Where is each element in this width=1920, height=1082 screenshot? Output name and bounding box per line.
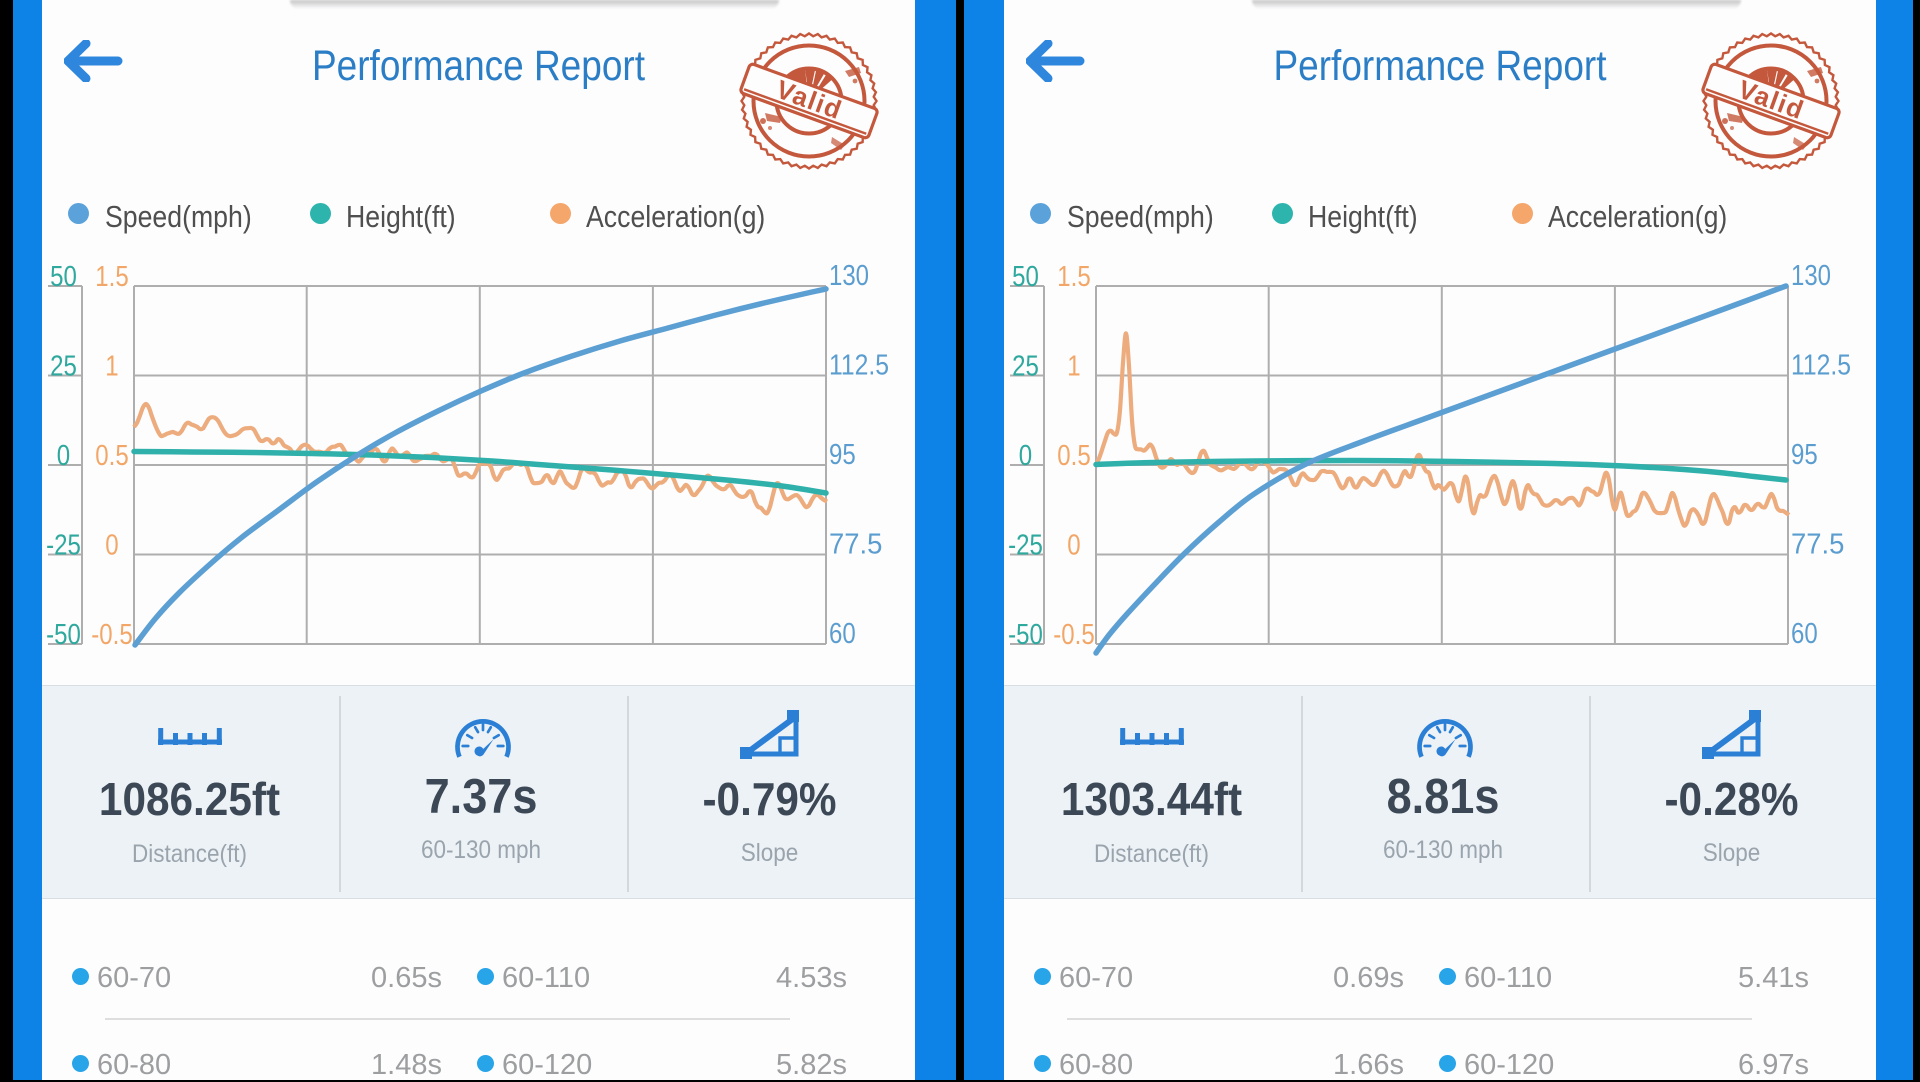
svg-text:-25: -25 bbox=[46, 530, 81, 562]
svg-text:50: 50 bbox=[1012, 261, 1039, 293]
svg-text:60: 60 bbox=[829, 618, 856, 650]
svg-text:0: 0 bbox=[57, 440, 70, 472]
svg-text:-50: -50 bbox=[1008, 619, 1043, 651]
svg-text:112.5: 112.5 bbox=[1791, 350, 1851, 382]
svg-text:50: 50 bbox=[50, 261, 77, 293]
svg-text:130: 130 bbox=[829, 260, 869, 292]
svg-text:-25: -25 bbox=[1008, 530, 1043, 562]
svg-text:1: 1 bbox=[105, 351, 118, 383]
svg-text:77.5: 77.5 bbox=[829, 529, 882, 561]
svg-text:95: 95 bbox=[1791, 439, 1818, 471]
svg-text:-50: -50 bbox=[46, 619, 81, 651]
svg-text:25: 25 bbox=[50, 351, 77, 383]
svg-text:1.5: 1.5 bbox=[1057, 261, 1090, 293]
svg-text:1.5: 1.5 bbox=[95, 261, 128, 293]
svg-text:0: 0 bbox=[105, 530, 118, 562]
svg-text:77.5: 77.5 bbox=[1791, 529, 1844, 561]
svg-text:0: 0 bbox=[1067, 530, 1080, 562]
svg-text:0.5: 0.5 bbox=[1057, 440, 1090, 472]
svg-text:1: 1 bbox=[1067, 351, 1080, 383]
svg-text:0.5: 0.5 bbox=[95, 440, 128, 472]
svg-text:60: 60 bbox=[1791, 618, 1818, 650]
svg-text:112.5: 112.5 bbox=[829, 350, 889, 382]
svg-text:130: 130 bbox=[1791, 260, 1831, 292]
svg-text:95: 95 bbox=[829, 439, 856, 471]
svg-text:25: 25 bbox=[1012, 351, 1039, 383]
svg-text:-0.5: -0.5 bbox=[91, 619, 132, 651]
svg-text:-0.5: -0.5 bbox=[1053, 619, 1094, 651]
svg-text:0: 0 bbox=[1019, 440, 1032, 472]
